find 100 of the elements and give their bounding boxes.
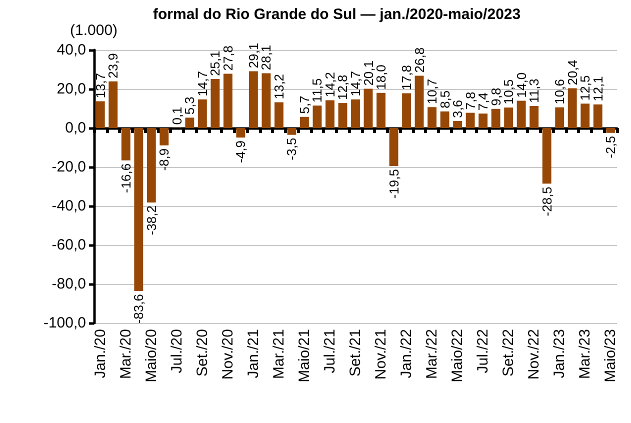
data-label: 23,9 (106, 53, 121, 78)
bar (185, 118, 194, 128)
bar (530, 106, 539, 128)
data-label: -2,5 (603, 136, 618, 158)
bar (262, 73, 271, 128)
bar (96, 101, 105, 128)
bar (364, 88, 373, 128)
bar (453, 120, 462, 128)
y-tick-label: 20,0 (56, 80, 86, 98)
bar (376, 92, 386, 128)
x-tick-label: Jan./23 (551, 329, 568, 378)
bar (210, 79, 220, 128)
bar (402, 93, 411, 128)
data-label: 12,1 (590, 76, 606, 102)
bar (134, 128, 144, 292)
data-label: -28,5 (539, 186, 554, 216)
bar (428, 107, 436, 128)
data-label: -83,6 (131, 294, 146, 324)
bar (516, 100, 526, 128)
data-label: 20,1 (360, 60, 376, 86)
bar (108, 81, 118, 128)
bar (326, 100, 334, 128)
x-tick-label: Mar./21 (270, 329, 288, 380)
data-label: 27,8 (220, 45, 236, 71)
data-label: 11,3 (526, 78, 542, 103)
x-tick-label: Nov./21 (372, 329, 390, 380)
data-label: 13,2 (271, 74, 286, 100)
bar (555, 107, 564, 128)
y-tick-label: -100,0 (43, 314, 86, 332)
data-label: 12,8 (335, 74, 350, 100)
data-label: -16,6 (118, 163, 134, 194)
bar (287, 128, 296, 135)
bar (491, 108, 500, 128)
chart-subtitle: (1.000) (70, 22, 118, 39)
data-label: 29,1 (246, 42, 261, 68)
data-label: -19,5 (386, 169, 402, 199)
data-label: 13,7 (92, 72, 108, 98)
x-tick-label: Maio/20 (142, 329, 160, 382)
bar (580, 104, 590, 128)
data-label: 11,5 (310, 78, 325, 103)
data-label: 14,7 (348, 71, 363, 96)
x-tick-label: Jan./22 (398, 329, 416, 378)
data-label: 28,1 (258, 44, 274, 70)
bar (121, 128, 130, 160)
bar (338, 103, 348, 128)
bar (236, 128, 246, 138)
bar (274, 102, 284, 128)
chart-title: formal do Rio Grande do Sul — jan./2020-maio/2023 (153, 6, 521, 23)
bar (568, 88, 577, 128)
bar (389, 128, 398, 166)
x-tick-label: Nov./22 (526, 329, 543, 380)
y-tick-label: -20,0 (52, 158, 86, 176)
bar (593, 104, 602, 128)
data-label: 10,5 (501, 79, 516, 105)
x-tick-label: Mar./23 (576, 329, 594, 380)
x-tick-label: Nov./20 (219, 329, 236, 380)
data-label: 10,6 (552, 79, 568, 104)
data-label: 26,8 (412, 47, 427, 73)
y-tick-label: -80,0 (52, 276, 86, 292)
bar (248, 71, 258, 128)
x-tick-label: Jul./21 (321, 329, 338, 374)
x-tick-label: Jan./21 (244, 329, 262, 378)
data-label: 14,2 (322, 72, 338, 98)
bar (160, 128, 169, 146)
data-label: 25,1 (208, 50, 223, 76)
y-tick-label: 0,0 (65, 120, 86, 136)
bar (351, 99, 360, 128)
x-tick-label: Jul./22 (474, 329, 492, 374)
x-tick-label: Maio/23 (602, 329, 620, 382)
bar (223, 74, 232, 128)
data-label: 9,8 (488, 88, 504, 106)
x-tick-label: Maio/21 (296, 329, 313, 382)
x-tick-label: Set./20 (194, 329, 211, 377)
y-tick-label: -40,0 (52, 198, 86, 214)
data-label: -8,9 (156, 148, 172, 171)
x-tick-label: Jul./20 (168, 329, 186, 374)
data-label: 5,3 (182, 96, 198, 115)
data-label: 8,5 (437, 90, 452, 108)
bar (300, 116, 309, 128)
bar (414, 76, 424, 128)
x-tick-label: Maio/22 (449, 329, 466, 382)
x-tick-label: Jan./20 (92, 329, 109, 378)
data-label: 7,8 (462, 92, 478, 110)
x-tick-label: Mar./20 (117, 329, 134, 380)
bar (478, 114, 488, 128)
bar (312, 106, 322, 128)
data-label: 7,4 (476, 92, 491, 111)
bar (198, 99, 207, 128)
data-label: 17,8 (399, 64, 414, 90)
x-tick-label: Mar./22 (424, 329, 441, 380)
y-tick-label: -60,0 (52, 236, 86, 254)
bar (606, 128, 616, 133)
bar (440, 111, 450, 128)
y-tick-label: 40,0 (56, 42, 86, 58)
data-label: 18,0 (374, 64, 389, 90)
data-label: 14,0 (514, 72, 529, 98)
bar (146, 128, 156, 202)
bar (466, 112, 475, 128)
data-label: 0,1 (169, 106, 184, 125)
x-tick-label: Set./22 (500, 329, 518, 377)
